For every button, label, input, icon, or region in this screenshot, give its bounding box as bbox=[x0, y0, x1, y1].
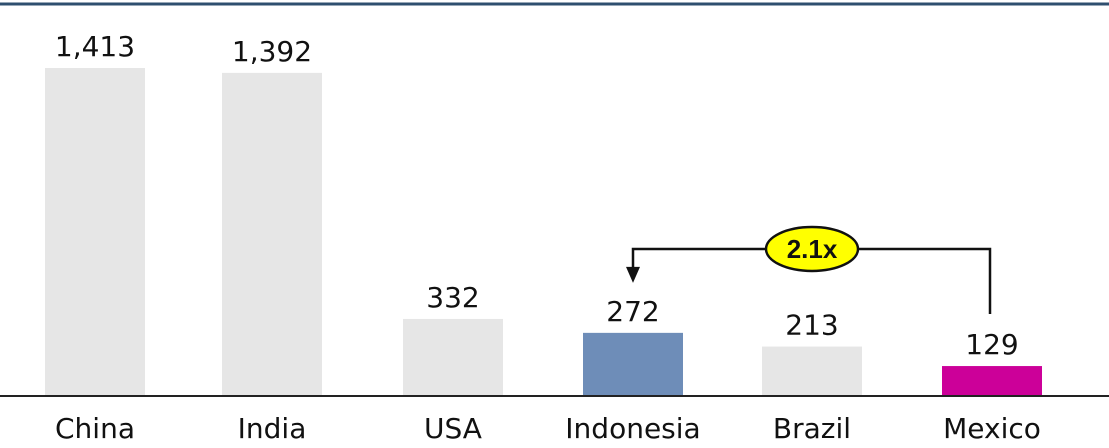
bar-india bbox=[222, 72, 322, 397]
value-label-india: 1,392 bbox=[232, 35, 312, 68]
category-label-usa: USA bbox=[424, 412, 482, 445]
value-label-china: 1,413 bbox=[55, 30, 135, 63]
bar-indonesia bbox=[583, 332, 683, 396]
bar-mexico bbox=[942, 366, 1042, 396]
value-label-usa: 332 bbox=[426, 281, 479, 314]
bar-brazil bbox=[762, 346, 862, 396]
value-label-mexico: 129 bbox=[965, 328, 1018, 361]
ratio-annotation: 2.1x bbox=[626, 225, 992, 315]
annotation-arrowhead bbox=[626, 266, 640, 283]
value-label-indonesia: 272 bbox=[606, 295, 659, 328]
category-label-china: China bbox=[55, 412, 135, 445]
value-labels-group: 1,413 1,392 332 272 213 129 bbox=[55, 30, 1019, 361]
category-label-brazil: Brazil bbox=[773, 412, 851, 445]
category-label-indonesia: Indonesia bbox=[565, 412, 700, 445]
category-label-mexico: Mexico bbox=[943, 412, 1041, 445]
category-labels-group: China India USA Indonesia Brazil Mexico bbox=[55, 412, 1041, 445]
bar-china bbox=[45, 68, 145, 396]
category-label-india: India bbox=[238, 412, 307, 445]
bar-usa bbox=[403, 318, 503, 396]
annotation-label: 2.1x bbox=[787, 234, 838, 264]
bars-group bbox=[45, 68, 1042, 397]
value-label-brazil: 213 bbox=[785, 309, 838, 342]
annotation-badge bbox=[764, 225, 860, 273]
